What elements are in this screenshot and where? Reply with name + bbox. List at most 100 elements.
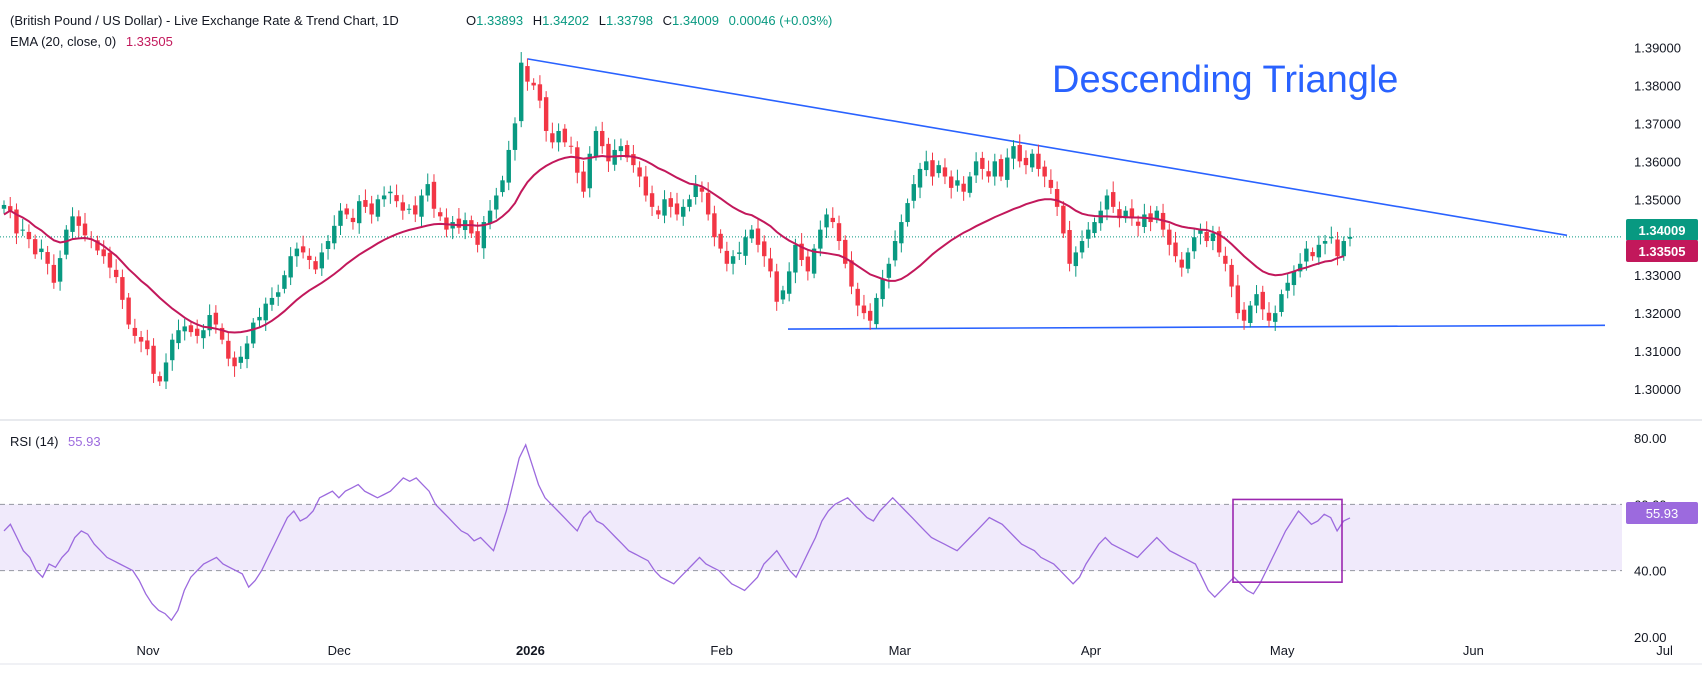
candle-up <box>936 165 941 174</box>
candle-down <box>550 133 555 143</box>
candle-down <box>867 310 873 321</box>
candle-down <box>300 246 306 253</box>
candle-down <box>855 288 860 306</box>
candle-up <box>381 195 387 200</box>
candle-down <box>930 160 935 177</box>
candle-down <box>475 231 480 245</box>
candle-down <box>568 145 574 147</box>
time-tick-label: Apr <box>1081 643 1102 658</box>
rsi-badge-text: 55.93 <box>1646 506 1679 521</box>
candle-up <box>1011 146 1016 159</box>
price-tick-label: 1.32000 <box>1634 306 1681 321</box>
candle-down <box>755 228 761 245</box>
candle-up <box>70 216 75 232</box>
candle-down <box>213 312 219 325</box>
upper-trendline <box>527 58 1568 237</box>
rsi-highlight-box <box>1232 498 1343 583</box>
candle-up <box>1279 294 1284 312</box>
candle-down <box>8 206 13 211</box>
candle-down <box>219 327 225 340</box>
price-tick-label: 1.37000 <box>1634 116 1681 131</box>
candle-up <box>325 241 331 249</box>
candle-up <box>737 252 742 254</box>
candle-down <box>1036 153 1041 169</box>
rsi-badge <box>1626 502 1698 524</box>
candle-up <box>176 330 181 344</box>
candle-down <box>668 198 673 207</box>
candle-down <box>132 327 138 336</box>
candle-up <box>356 201 362 224</box>
candle-down <box>1179 259 1184 268</box>
candle-up <box>924 161 929 171</box>
candle-up <box>494 195 499 210</box>
candle-down <box>656 210 661 215</box>
candle-down <box>1241 309 1247 321</box>
candle-up <box>730 256 736 264</box>
candle-down <box>369 203 374 215</box>
candle-down <box>232 357 237 367</box>
candle-up <box>743 237 748 256</box>
candle-up <box>487 210 493 224</box>
candle-up <box>500 180 505 193</box>
candle-down <box>138 337 144 342</box>
candle-down <box>575 147 580 173</box>
candle-up <box>506 149 511 183</box>
candle-up <box>1341 241 1346 257</box>
candle-down <box>1135 221 1141 226</box>
ohlc-readout: O1.33893 H1.34202 L1.33798 C1.34009 0.00… <box>466 13 832 28</box>
candle-down <box>26 231 32 240</box>
time-tick-label: Jul <box>1656 643 1673 658</box>
candle-up <box>1297 263 1303 272</box>
candle-down <box>307 255 312 260</box>
price-tick-label: 1.30000 <box>1634 382 1681 397</box>
candle-down <box>649 193 655 207</box>
chart-header-title: (British Pound / US Dollar) - Live Excha… <box>10 13 399 28</box>
candle-up <box>556 130 561 143</box>
candle-up <box>824 214 829 228</box>
candle-up <box>1198 229 1203 234</box>
candle-up <box>269 297 275 305</box>
candle-down <box>998 159 1004 177</box>
candle-down <box>1167 229 1172 245</box>
candle-up <box>512 123 518 150</box>
candle-down <box>363 200 368 207</box>
candle-up <box>1304 248 1309 262</box>
candle-up <box>294 248 300 257</box>
candle-down <box>525 66 530 82</box>
candle-down <box>120 277 125 300</box>
candle-up <box>618 146 624 152</box>
rsi-line <box>3 443 1351 622</box>
candle-up <box>519 62 524 122</box>
candle-down <box>1235 285 1241 314</box>
candle-up <box>917 168 923 188</box>
candle-up <box>182 326 187 332</box>
candle-down <box>699 187 705 192</box>
candle-down <box>394 195 399 202</box>
candle-down <box>712 213 717 238</box>
candle-up <box>388 191 393 194</box>
candle-up <box>170 339 175 361</box>
price-tick-label: 1.35000 <box>1634 192 1681 207</box>
candle-down <box>600 130 605 147</box>
candle-down <box>1054 189 1060 207</box>
price-badge <box>1626 219 1698 241</box>
price-tick-label: 1.39000 <box>1634 40 1681 55</box>
rsi-tick-label: 40.00 <box>1634 564 1667 579</box>
candle-down <box>980 157 985 169</box>
candle-down <box>456 218 462 228</box>
candle-down <box>849 260 854 287</box>
candle-up <box>20 229 25 231</box>
candle-down <box>226 340 231 359</box>
candle-up <box>163 362 169 382</box>
candle-down <box>76 216 81 226</box>
candle-down <box>1310 252 1315 257</box>
candle-up <box>207 315 212 331</box>
candle-up <box>992 161 998 177</box>
candle-down <box>762 241 767 257</box>
candle-up <box>1092 222 1097 234</box>
rsi-legend: RSI (14) 55.93 <box>10 434 101 449</box>
candle-down <box>724 250 730 264</box>
ema-badge-text: 1.33505 <box>1639 244 1686 259</box>
candles <box>1 52 1353 390</box>
candle-down <box>51 264 57 283</box>
